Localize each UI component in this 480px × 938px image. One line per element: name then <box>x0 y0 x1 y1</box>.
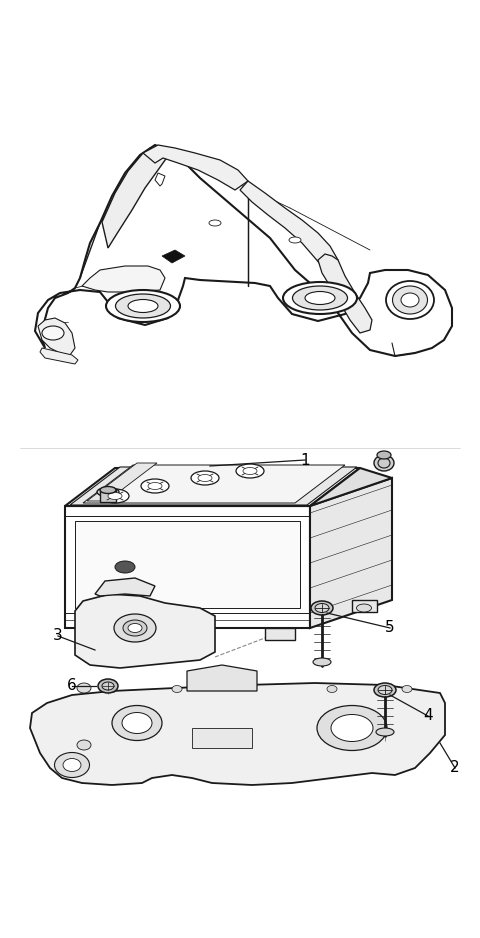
Ellipse shape <box>42 326 64 340</box>
Ellipse shape <box>357 604 372 612</box>
Ellipse shape <box>292 286 348 310</box>
Ellipse shape <box>148 482 162 490</box>
Ellipse shape <box>108 492 122 500</box>
Ellipse shape <box>315 603 329 613</box>
Polygon shape <box>87 463 157 501</box>
Ellipse shape <box>331 715 373 742</box>
Ellipse shape <box>386 281 434 319</box>
Polygon shape <box>75 521 300 608</box>
Text: 4: 4 <box>423 708 433 723</box>
Polygon shape <box>65 506 310 628</box>
Text: 6: 6 <box>67 678 77 693</box>
Ellipse shape <box>305 292 335 305</box>
Polygon shape <box>40 348 78 364</box>
Ellipse shape <box>87 632 103 640</box>
Ellipse shape <box>401 293 419 307</box>
Ellipse shape <box>98 679 118 693</box>
Polygon shape <box>192 728 252 748</box>
Polygon shape <box>265 628 295 640</box>
Ellipse shape <box>106 290 180 322</box>
Polygon shape <box>310 478 392 628</box>
Polygon shape <box>155 173 165 186</box>
Ellipse shape <box>243 467 257 475</box>
Ellipse shape <box>116 294 170 318</box>
Ellipse shape <box>327 686 337 692</box>
Text: 5: 5 <box>385 621 395 636</box>
Ellipse shape <box>377 451 391 459</box>
Polygon shape <box>82 266 165 292</box>
Ellipse shape <box>122 713 152 734</box>
Polygon shape <box>95 578 155 596</box>
Ellipse shape <box>63 759 81 771</box>
Ellipse shape <box>128 624 142 632</box>
Polygon shape <box>240 181 338 270</box>
Ellipse shape <box>311 601 333 615</box>
Polygon shape <box>100 490 116 502</box>
Polygon shape <box>102 148 168 248</box>
Ellipse shape <box>289 237 301 243</box>
Ellipse shape <box>123 620 147 636</box>
Ellipse shape <box>97 488 119 496</box>
Ellipse shape <box>172 686 182 692</box>
Ellipse shape <box>112 705 162 740</box>
Ellipse shape <box>313 658 331 666</box>
Ellipse shape <box>236 464 264 478</box>
Polygon shape <box>187 665 257 691</box>
Polygon shape <box>30 683 445 785</box>
Ellipse shape <box>115 561 135 573</box>
Text: 2: 2 <box>450 761 460 776</box>
Ellipse shape <box>100 487 116 493</box>
Polygon shape <box>310 468 392 506</box>
Ellipse shape <box>402 686 412 692</box>
Text: 1: 1 <box>300 452 310 467</box>
Polygon shape <box>75 594 215 668</box>
Ellipse shape <box>374 683 396 697</box>
Ellipse shape <box>101 489 129 503</box>
Ellipse shape <box>107 686 117 692</box>
Ellipse shape <box>283 282 357 314</box>
Ellipse shape <box>114 614 156 642</box>
Polygon shape <box>80 628 110 640</box>
Ellipse shape <box>77 740 91 750</box>
Ellipse shape <box>102 682 114 690</box>
Ellipse shape <box>55 752 89 778</box>
Ellipse shape <box>378 458 390 468</box>
Polygon shape <box>38 318 75 355</box>
Ellipse shape <box>128 299 158 312</box>
Ellipse shape <box>317 705 387 750</box>
Polygon shape <box>35 145 452 356</box>
Ellipse shape <box>191 471 219 485</box>
Text: 3: 3 <box>53 628 63 643</box>
Ellipse shape <box>198 475 212 481</box>
Polygon shape <box>65 468 360 506</box>
Ellipse shape <box>374 455 394 471</box>
Polygon shape <box>83 465 345 503</box>
Polygon shape <box>318 254 372 333</box>
Polygon shape <box>143 145 248 190</box>
Ellipse shape <box>378 686 392 694</box>
Polygon shape <box>162 250 185 263</box>
Ellipse shape <box>141 479 169 493</box>
Ellipse shape <box>376 728 394 736</box>
Polygon shape <box>70 467 357 505</box>
Polygon shape <box>352 600 377 612</box>
Ellipse shape <box>393 286 428 314</box>
Ellipse shape <box>209 220 221 226</box>
Ellipse shape <box>77 683 91 693</box>
